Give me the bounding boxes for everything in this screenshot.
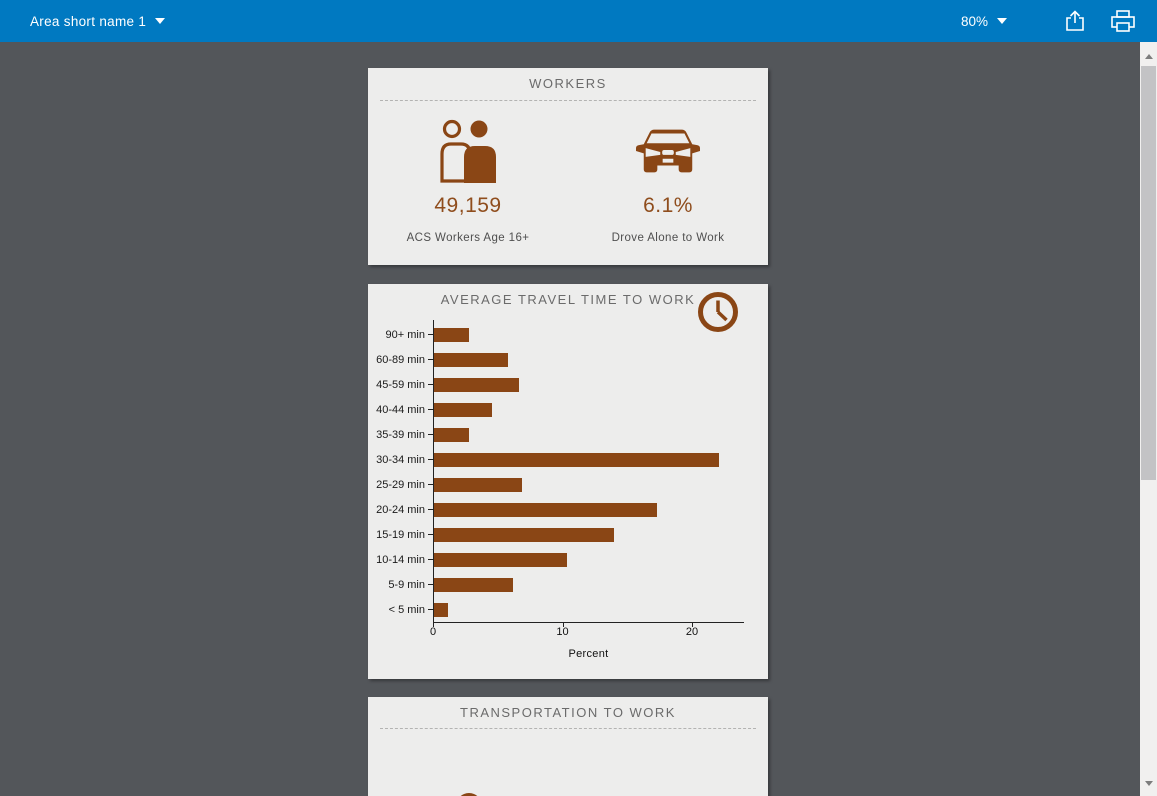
x-tick-label: 10 (556, 626, 569, 638)
x-tick (562, 623, 564, 627)
bar (434, 552, 568, 567)
category-label: 60-89 min (376, 353, 425, 366)
bar (434, 577, 513, 592)
bar-row: 35-39 min (368, 422, 719, 447)
category-label: 90+ min (385, 328, 425, 341)
y-tick (428, 359, 433, 360)
triangle-up-icon (1144, 54, 1153, 59)
y-tick (428, 409, 433, 410)
bar-rows: 90+ min 60-89 min 45-59 min 40-44 min 35-39 … (368, 322, 719, 622)
bar (434, 452, 719, 467)
dashed-divider (380, 100, 756, 101)
y-tick (428, 534, 433, 535)
category-label: 40-44 min (376, 403, 425, 416)
vertical-scrollbar[interactable] (1140, 42, 1157, 796)
people-icon (437, 118, 499, 184)
drove-alone-stat: 6.1% Drove Alone to Work (568, 112, 768, 244)
bar-row: 90+ min (368, 322, 719, 347)
bar-row: 25-29 min (368, 472, 719, 497)
caret-down-icon (997, 18, 1008, 24)
bar-row: 5-9 min (368, 572, 719, 597)
scroll-down-button[interactable] (1140, 775, 1157, 792)
bar (434, 352, 508, 367)
y-tick (428, 559, 433, 560)
transportation-card: TRANSPORTATION TO WORK (368, 697, 768, 796)
share-export-button[interactable] (1062, 9, 1088, 33)
report-canvas: WORKERS 49,159 (0, 42, 1140, 796)
workers-card: WORKERS 49,159 (368, 68, 768, 265)
print-icon (1111, 10, 1135, 32)
x-tick (433, 623, 434, 627)
category-label: < 5 min (388, 603, 425, 616)
category-label: 25-29 min (376, 478, 425, 491)
x-tick-label: 20 (685, 626, 699, 638)
dashed-divider (380, 728, 756, 729)
workers-count-value: 49,159 (434, 194, 502, 217)
travel-time-card-title: AVERAGE TRAVEL TIME TO WORK (440, 292, 696, 307)
category-label: 15-19 min (376, 528, 425, 541)
category-label: 45-59 min (376, 378, 425, 391)
x-axis-title: Percent (568, 648, 609, 660)
y-tick (428, 509, 433, 510)
clock-icon (697, 291, 739, 333)
category-label: 5-9 min (388, 578, 425, 591)
bar-row: 60-89 min (368, 347, 719, 372)
bar (434, 477, 523, 492)
y-tick (428, 584, 433, 585)
category-label: 20-24 min (376, 503, 425, 516)
scroll-up-button[interactable] (1140, 48, 1157, 65)
bar-row: 15-19 min (368, 522, 719, 547)
scrollbar-thumb[interactable] (1141, 66, 1156, 480)
area-selector-label: Area short name 1 (30, 13, 147, 29)
bar-row: 20-24 min (368, 497, 719, 522)
top-bar: Area short name 1 80% (0, 0, 1157, 42)
bar (434, 377, 520, 392)
caret-down-icon (155, 18, 166, 24)
area-selector-dropdown[interactable]: Area short name 1 (30, 0, 166, 42)
bar-row: 45-59 min (368, 372, 719, 397)
bar-row: 10-14 min (368, 547, 719, 572)
zoom-level-dropdown[interactable]: 80% (961, 0, 1008, 42)
workers-stats-row: 49,159 ACS Workers Age 16+ (368, 112, 768, 244)
bar (434, 402, 493, 417)
x-tick-label: 0 (429, 626, 437, 638)
share-export-icon (1066, 10, 1084, 31)
bar (434, 327, 469, 342)
y-tick (428, 434, 433, 435)
bar-row: 30-34 min (368, 447, 719, 472)
print-button[interactable] (1110, 9, 1136, 33)
car-icon (636, 118, 700, 184)
x-axis-line (433, 622, 744, 623)
drove-alone-value: 6.1% (643, 194, 693, 217)
y-axis-line (433, 320, 434, 622)
y-tick (428, 459, 433, 460)
x-tick (692, 623, 693, 627)
bar-row: < 5 min (368, 597, 719, 622)
triangle-down-icon (1144, 781, 1153, 786)
workers-count-label: ACS Workers Age 16+ (406, 232, 530, 244)
category-label: 35-39 min (376, 428, 425, 441)
y-tick (428, 334, 433, 335)
y-tick (428, 384, 433, 385)
bar (434, 527, 614, 542)
bar (434, 502, 657, 517)
partial-icon-top (456, 793, 482, 796)
workers-card-title: WORKERS (529, 76, 607, 91)
bar (434, 602, 449, 617)
workers-stat: 49,159 ACS Workers Age 16+ (368, 112, 568, 244)
drove-alone-label: Drove Alone to Work (611, 232, 725, 244)
y-tick (428, 609, 433, 610)
bar-row: 40-44 min (368, 397, 719, 422)
transportation-card-title: TRANSPORTATION TO WORK (460, 705, 676, 720)
category-label: 10-14 min (376, 553, 425, 566)
category-label: 30-34 min (376, 453, 425, 466)
bar (434, 427, 469, 442)
zoom-level-label: 80% (961, 13, 989, 29)
travel-time-card: AVERAGE TRAVEL TIME TO WORK 90+ min 60-89… (368, 284, 768, 679)
y-tick (428, 484, 433, 485)
